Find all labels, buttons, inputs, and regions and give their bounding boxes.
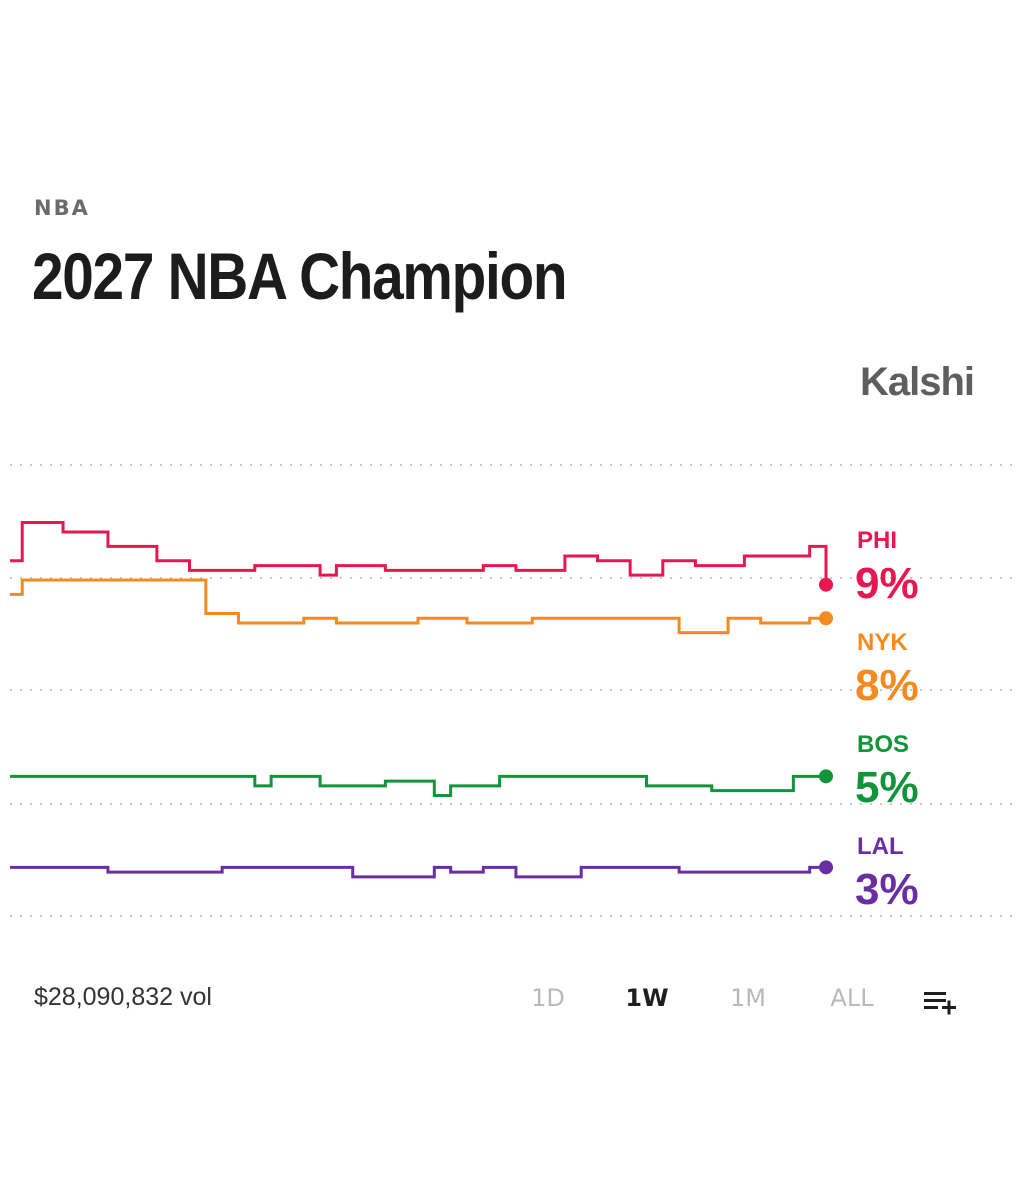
series-line-bos [10, 774, 826, 797]
legend-name-nyk: NYK [857, 629, 908, 656]
legend-value-phi: 9% [855, 559, 919, 608]
series-line-nyk [10, 578, 826, 635]
range-1d-button[interactable]: 1D [531, 984, 565, 1012]
series-endpoint-phi [819, 577, 833, 592]
price-chart: PHI 9% NYK 8% BOS 5% LAL 3% [10, 464, 1014, 917]
legend-name-phi: PHI [857, 527, 897, 554]
legend-value-lal: 3% [855, 865, 919, 914]
category-label: NBA [34, 196, 90, 220]
legend-name-bos: BOS [857, 731, 909, 758]
range-1w-button[interactable]: 1W [625, 984, 669, 1012]
legend-name-lal: LAL [857, 833, 904, 860]
series-endpoint-bos [819, 769, 833, 784]
chart-footer: $28,090,832 vol 1D 1W 1M ALL [0, 980, 1024, 1020]
brand-logo: Kalshi [859, 360, 975, 404]
series-endpoint-nyk [819, 611, 833, 626]
series-line-lal [10, 865, 826, 879]
series-line-phi [10, 520, 828, 585]
volume-label: $28,090,832 vol [34, 983, 212, 1011]
range-1m-button[interactable]: 1M [730, 984, 766, 1012]
legend-value-nyk: 8% [855, 661, 919, 710]
series-endpoint-lal [819, 860, 833, 875]
legend-value-bos: 5% [855, 763, 919, 812]
add-to-list-icon[interactable] [920, 984, 960, 1016]
range-all-button[interactable]: ALL [830, 984, 874, 1012]
page-title: 2027 NBA Champion [32, 239, 568, 313]
